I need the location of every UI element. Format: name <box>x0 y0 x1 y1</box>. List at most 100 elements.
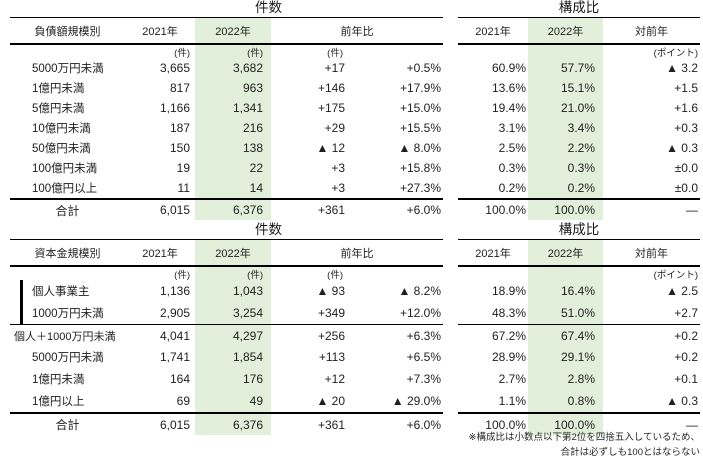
total-2022-ratio: 100.0% <box>528 200 603 220</box>
debt-count-table: 件数 負債額規模別 2021年 2022年 前年比 (件) (件) (件) 50… <box>10 0 443 220</box>
cell-pct-value: +0.5% <box>406 61 441 75</box>
table-row: 1億円未満 164 176 +12 +7.3% <box>10 368 443 390</box>
cell-2021-ratio: 2.5% <box>498 141 526 155</box>
unit-diff: (件) <box>327 48 343 59</box>
table-body: 2021年 2022年 対前年 (ポイント) 60.9% 57.7% ▲ 3.2… <box>458 17 700 220</box>
cell-2022-ratio: 2.8% <box>528 368 603 390</box>
cell-diff-value: +113 <box>318 350 345 364</box>
table-row: 個人＋1000万円未満 4,041 4,297 +256 +6.3% <box>10 324 443 346</box>
footnote: ※構成比は小数点以下第2位を四捨五入しているため、 合計は必ずしも100とはなら… <box>469 430 700 460</box>
table-row: 0.2% 0.2% ±0.0 <box>458 178 700 198</box>
cell-2021-value: 187 <box>169 121 190 135</box>
row-label: 1億円未満 <box>32 374 85 386</box>
row-label: 50億円未満 <box>32 143 91 155</box>
row-label: 10億円未満 <box>32 123 91 135</box>
total-2022-value: 6,376 <box>195 414 271 435</box>
cell-2022-value: 3,254 <box>195 302 271 324</box>
cell-pct-value: ▲ 8.2% <box>398 284 441 298</box>
cell-pct-value: +15.5% <box>399 121 441 135</box>
cell-2021-ratio: 19.4% <box>491 101 526 115</box>
cell-diff-value: +349 <box>317 306 345 320</box>
table-row: 50億円未満 150 138 ▲ 12 ▲ 8.0% <box>10 138 443 158</box>
cell-2021-value: 69 <box>176 394 190 408</box>
table-row: 18.9% 16.4% ▲ 2.5 <box>458 280 700 302</box>
unit-diff: (件) <box>327 270 343 281</box>
cell-2021-ratio: 28.9% <box>491 350 526 364</box>
total-diff-points: — <box>686 203 698 217</box>
total-diff-points: — <box>686 417 698 432</box>
table-row: 5000万円未満 1,741 1,854 +113 +6.5% <box>10 346 443 368</box>
data-rows: 18.9% 16.4% ▲ 2.5 48.3% 51.0% +2.7 67.2%… <box>458 280 700 412</box>
table-body: 負債額規模別 2021年 2022年 前年比 (件) (件) (件) 5000万… <box>10 17 443 220</box>
cell-diff-value: +17 <box>324 61 345 75</box>
table-row: 0.3% 0.3% ±0.0 <box>458 158 700 178</box>
cell-2022-ratio: 0.3% <box>528 158 603 178</box>
col-header-category: 資本金規模別 <box>34 247 101 260</box>
cell-diff-points: ±0.0 <box>674 161 698 175</box>
cell-diff-points: +1.5 <box>674 81 698 95</box>
cell-diff-points: ▲ 3.2 <box>666 61 698 75</box>
table-row: 60.9% 57.7% ▲ 3.2 <box>458 58 700 78</box>
table-title: 構成比 <box>558 222 600 237</box>
cell-2022-value: 216 <box>195 118 271 138</box>
col-header-2021: 2021年 <box>475 247 511 260</box>
cell-diff-value: ▲ 93 <box>316 284 345 298</box>
table-row: 2.7% 2.8% +0.1 <box>458 368 700 390</box>
cell-2021-value: 817 <box>169 81 190 95</box>
col-header-2021: 2021年 <box>142 247 178 260</box>
table-row: 5000万円未満 3,665 3,682 +17 +0.5% <box>10 58 443 78</box>
table-title: 件数 <box>255 0 282 15</box>
table-title: 構成比 <box>558 0 600 15</box>
col-header-category: 負債額規模別 <box>34 25 101 38</box>
table-row: 100億円以上 11 14 +3 +27.3% <box>10 178 443 198</box>
total-label: 合計 <box>55 418 80 432</box>
table-row: 1.1% 0.8% ▲ 0.3 <box>458 390 700 412</box>
total-pct-value: +6.0% <box>406 203 441 217</box>
total-pct-value: +6.0% <box>406 417 441 432</box>
cell-2022-ratio: 3.4% <box>528 118 603 138</box>
cell-2021-value: 11 <box>177 181 190 195</box>
cell-diff-points: ▲ 0.3 <box>666 141 698 155</box>
table-title: 件数 <box>255 222 282 237</box>
unit-row: (件) (件) (件) <box>10 45 443 59</box>
header-row: 資本金規模別 2021年 2022年 前年比 <box>10 240 443 267</box>
table-row: 19.4% 21.0% +1.6 <box>458 98 700 118</box>
cell-pct-value: ▲ 8.0% <box>398 141 441 155</box>
table-row: 100億円未満 19 22 +3 +15.8% <box>10 158 443 178</box>
cell-2021-value: 150 <box>169 141 190 155</box>
cell-2021-value: 1,136 <box>159 284 190 298</box>
cell-2021-ratio: 18.9% <box>491 284 526 298</box>
cell-2022-value: 4,297 <box>195 325 271 346</box>
cell-2022-ratio: 16.4% <box>528 280 603 302</box>
table-row: 10億円未満 187 216 +29 +15.5% <box>10 118 443 138</box>
table-row: 1億円未満 817 963 +146 +17.9% <box>10 78 443 98</box>
total-row: 合計 6,015 6,376 +361 +6.0% <box>10 412 443 435</box>
data-rows: 60.9% 57.7% ▲ 3.2 13.6% 15.1% +1.5 19.4%… <box>458 58 700 198</box>
col-header-2022: 2022年 <box>195 240 271 265</box>
total-row: 100.0% 100.0% — <box>458 198 700 220</box>
table-body: 資本金規模別 2021年 2022年 前年比 (件) (件) (件) 個人事業主… <box>10 239 443 435</box>
cell-diff-points: ±0.0 <box>674 181 698 195</box>
unit-row: (件) (件) (件) <box>10 267 443 281</box>
total-label: 合計 <box>55 203 80 218</box>
cell-2022-ratio: 2.2% <box>528 138 603 158</box>
cell-pct-value: +15.8% <box>399 161 441 175</box>
table-row: 28.9% 29.1% +0.2 <box>458 346 700 368</box>
cell-2022-ratio: 57.7% <box>528 58 603 78</box>
cell-2021-ratio: 0.2% <box>498 181 526 195</box>
cell-2021-ratio: 48.3% <box>491 306 526 320</box>
col-header-yoy: 対前年 <box>635 25 668 38</box>
cell-2022-value: 963 <box>195 78 271 98</box>
table-row: 個人事業主 1,136 1,043 ▲ 93 ▲ 8.2% <box>10 280 443 302</box>
cell-2022-ratio: 0.2% <box>528 178 603 198</box>
table-row: 13.6% 15.1% +1.5 <box>458 78 700 98</box>
cell-pct-value: +15.0% <box>399 101 441 115</box>
cell-2022-value: 14 <box>195 178 271 198</box>
total-2021-ratio: 100.0% <box>485 203 526 217</box>
cell-2021-value: 4,041 <box>159 328 190 343</box>
cell-2021-ratio: 0.3% <box>498 161 526 175</box>
table-row: 48.3% 51.0% +2.7 <box>458 302 700 324</box>
cell-pct-value: +27.3% <box>399 181 441 195</box>
footnote-line1: ※構成比は小数点以下第2位を四捨五入しているため、 <box>468 432 700 443</box>
col-header-yoy: 前年比 <box>340 25 374 38</box>
